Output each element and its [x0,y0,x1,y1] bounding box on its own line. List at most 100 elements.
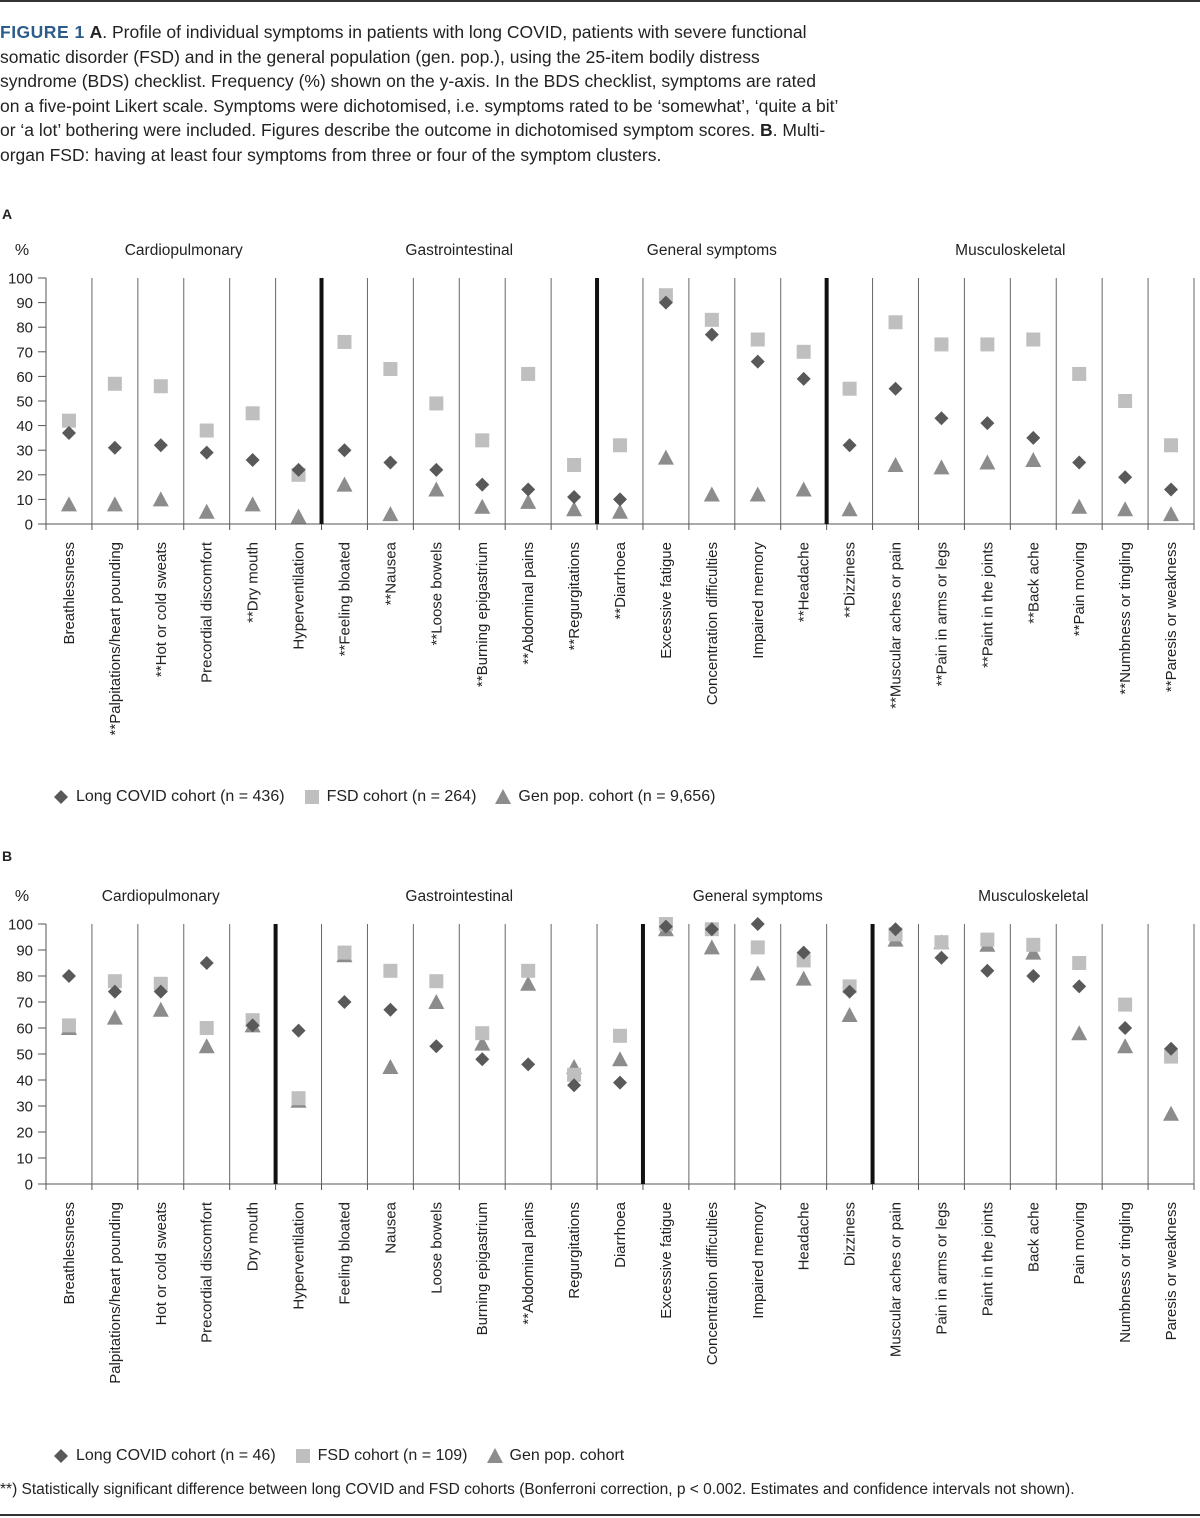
point-gen-pop [749,965,766,981]
point-gen-pop [520,493,537,509]
point-long-covid [383,1002,398,1017]
point-fsd [61,1018,76,1033]
point-gen-pop [887,456,904,472]
point-fsd [613,438,627,453]
y-tick-label: 40 [16,1073,33,1090]
footnote: **) Statistically significant difference… [0,1481,1075,1498]
y-tick-label: 60 [16,369,33,386]
x-category-label: **Headache [796,542,813,622]
point-gen-pop [612,1051,628,1067]
point-long-covid [796,945,811,960]
point-fsd [567,457,582,472]
square-legend-marker [295,1449,310,1463]
point-gen-pop [1071,498,1088,514]
point-fsd [61,413,76,428]
x-category-label: Excessive fatigue [658,542,675,659]
x-category-label: Burning epigastrium [474,1202,491,1335]
point-fsd [888,315,903,330]
point-long-covid [567,1078,582,1093]
legend-item: FSD cohort (n = 264) [303,788,476,806]
panel-a-label: A [2,206,13,222]
diamond-legend-marker [54,1449,68,1463]
x-category-label: Impaired memory [750,1202,767,1319]
x-category-label: Diarrhoea [612,1201,629,1268]
y-tick-label: 50 [16,1047,33,1064]
point-gen-pop [566,501,583,517]
point-long-covid [521,482,536,497]
point-long-covid [658,295,673,310]
point-fsd [199,423,214,438]
point-fsd [796,344,811,359]
y-tick-label: 90 [16,295,33,312]
point-fsd [842,381,857,396]
legend-label: Gen pop. cohort (n = 9,656) [518,788,716,805]
point-long-covid [980,963,995,978]
point-fsd [475,1026,490,1041]
y-tick-label: 70 [16,995,33,1012]
legend-label: Long COVID cohort (n = 436) [76,788,285,805]
x-category-label: **Nausea [382,541,399,605]
x-category-label: Pain in arms or legs [933,1202,950,1335]
point-long-covid [153,984,168,999]
point-long-covid [1072,979,1087,994]
point-gen-pop [749,486,766,502]
diamond-legend-marker [54,790,68,804]
y-tick-label: 10 [16,1151,33,1168]
point-fsd [291,1091,306,1106]
group-label: Cardiopulmonary [102,888,220,905]
point-long-covid [291,1023,306,1038]
point-fsd [1118,394,1133,408]
legend-item: FSD cohort (n = 109) [294,1447,468,1465]
y-axis-label: % [15,888,29,905]
point-long-covid [1164,1041,1179,1056]
x-category-label: **Numbness or tingling [1117,542,1134,695]
point-fsd [153,379,168,394]
point-fsd [521,366,536,381]
panel-a-legend: Long COVID cohort (n = 436) FSD cohort (n… [52,788,733,806]
x-category-label: Regurgitations [566,1202,583,1299]
x-category-label: Back ache [1025,1202,1042,1272]
panel-b-chart: % 0 10 20 30 40 50 60 70 80 90 100 Cardiopulmonary Ga… [8,888,1195,1384]
point-gen-pop [428,994,445,1009]
point-gen-pop [1071,1025,1088,1041]
y-tick-label: 100 [8,271,33,288]
point-long-covid [750,917,765,931]
caption-part-b-label: B [760,120,773,140]
group-label: Gastrointestinal [405,242,513,259]
point-gen-pop [1117,1038,1134,1054]
point-fsd [153,976,168,991]
point-gen-pop [244,496,261,512]
point-gen-pop [106,496,123,512]
x-category-label: Precordial discomfort [199,541,216,683]
point-long-covid [1072,455,1087,470]
x-category-label: **Dry mouth [245,542,262,623]
point-long-covid [934,950,949,965]
caption-text-b: . Multi-organ FSD: having at least four … [0,120,826,165]
point-long-covid [337,995,352,1009]
x-category-label: Precordial discomfort [199,1201,216,1343]
point-long-covid [613,1075,627,1090]
x-category-label: Dizziness [842,1202,859,1266]
point-fsd [658,288,673,303]
x-category-label: **Diarrhoea [612,541,629,619]
y-tick-label: 90 [16,943,33,960]
point-gen-pop [428,481,445,497]
point-fsd [567,1067,582,1082]
point-long-covid [107,984,122,999]
y-tick-label: 80 [16,969,33,986]
figure-label: FIGURE 1 [0,22,85,42]
square-legend-marker [304,790,319,804]
group-label: General symptoms [693,888,823,905]
point-fsd [521,963,536,978]
x-category-label: Concentration difficulties [704,542,721,705]
y-tick-label: 60 [16,1021,33,1038]
point-fsd [1118,997,1133,1012]
figure-caption: FIGURE 1 A. Profile of individual sympto… [0,20,840,167]
point-long-covid [842,984,857,999]
point-fsd [704,312,719,327]
point-gen-pop [336,476,353,492]
point-long-covid [934,411,949,426]
point-fsd [1072,366,1087,381]
x-category-label: Breathlessness [61,542,78,645]
group-label: General symptoms [647,242,777,259]
